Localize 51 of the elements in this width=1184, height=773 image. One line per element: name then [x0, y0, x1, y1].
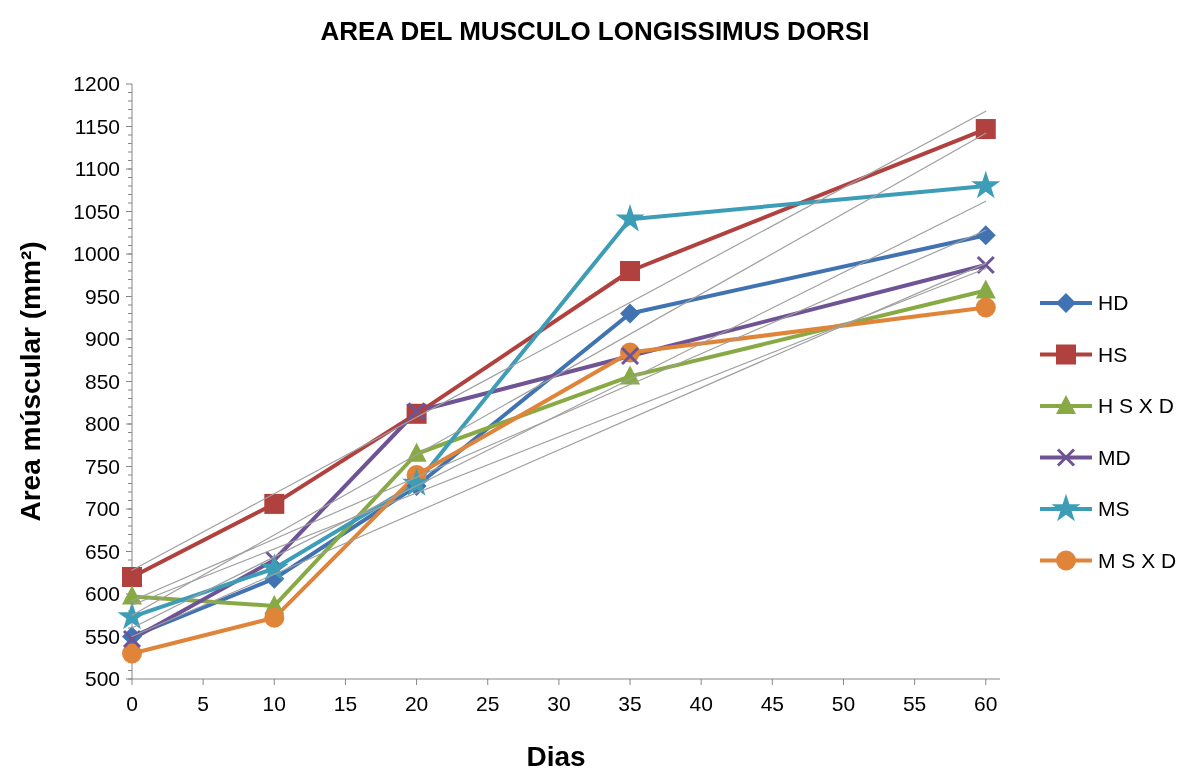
- x-tick-label: 35: [618, 692, 642, 715]
- y-tick-label: 1000: [73, 242, 120, 266]
- y-tick-label: 700: [84, 497, 120, 521]
- legend-label: M S X D: [1098, 548, 1177, 572]
- legend-label: H S X D: [1098, 394, 1174, 418]
- point: [615, 203, 645, 232]
- y-tick-label: 750: [84, 454, 120, 478]
- y-tick-label: 1100: [74, 157, 120, 181]
- y-axis-title: Area múscular (mm²): [15, 241, 46, 522]
- point: [975, 119, 996, 140]
- y-tick-label: 600: [84, 582, 120, 606]
- point: [620, 261, 641, 281]
- point: [975, 297, 996, 318]
- legend-label: HS: [1098, 342, 1128, 366]
- y-tick-label: 650: [84, 539, 120, 563]
- point: [259, 553, 289, 581]
- point: [971, 170, 1001, 199]
- point: [122, 567, 142, 587]
- x-tick-label: 20: [404, 692, 429, 715]
- point: [264, 607, 285, 628]
- y-tick-label: 1200: [73, 72, 120, 96]
- x-tick-label: 40: [689, 692, 713, 715]
- legend-label: MD: [1098, 445, 1131, 469]
- y-tick-label: 1150: [74, 114, 120, 138]
- y-tick-label: 900: [84, 327, 120, 351]
- legend-label: MS: [1098, 497, 1130, 521]
- chart-title: AREA DEL MUSCULO LONGISSIMUS DORSI: [320, 16, 870, 46]
- point: [975, 225, 996, 246]
- point: [264, 493, 285, 514]
- point: [976, 255, 996, 275]
- x-tick-label: 30: [547, 692, 571, 715]
- y-tick-label: 550: [84, 624, 120, 648]
- point: [975, 279, 996, 299]
- x-tick-label: 15: [333, 692, 358, 715]
- x-tick-label: 55: [902, 692, 927, 715]
- y-tick-label: 500: [84, 667, 120, 691]
- y-tick-label: 950: [84, 284, 120, 308]
- y-tick-label: 800: [84, 412, 120, 436]
- y-tick-label: 850: [84, 369, 120, 393]
- x-tick-label: 45: [760, 692, 785, 715]
- x-tick-label: 10: [262, 692, 286, 715]
- x-tick-label: 5: [197, 692, 209, 715]
- legend-label: HD: [1098, 291, 1129, 315]
- point: [122, 643, 142, 664]
- x-tick-label: 50: [831, 692, 856, 715]
- x-tick-label: 60: [974, 692, 998, 715]
- x-axis-title: Dias: [526, 741, 586, 772]
- x-tick-label: 0: [126, 692, 138, 715]
- y-tick-label: 1050: [73, 199, 120, 223]
- x-tick-label: 25: [476, 692, 500, 715]
- point: [620, 303, 641, 324]
